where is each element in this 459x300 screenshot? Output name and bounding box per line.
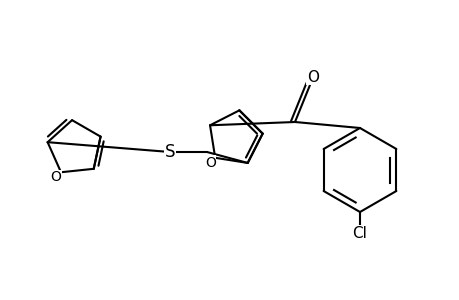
Text: O: O bbox=[50, 170, 62, 184]
Text: O: O bbox=[204, 156, 215, 170]
Text: O: O bbox=[306, 70, 318, 85]
Text: Cl: Cl bbox=[352, 226, 367, 241]
Text: S: S bbox=[164, 143, 175, 161]
